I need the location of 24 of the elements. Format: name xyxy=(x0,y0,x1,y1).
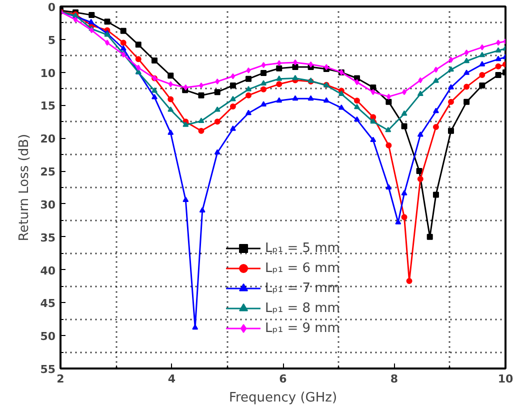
x-tick-label: 4 xyxy=(168,372,176,386)
x-tick-label: 2 xyxy=(56,372,64,386)
x-axis-title: Frequency (GHz) xyxy=(228,390,338,406)
y-tick-label: 25 xyxy=(40,166,56,179)
legend-label: Lₚ₁ = 6 mm xyxy=(265,260,340,277)
legend-label: Lₚ₁ = 9 mm xyxy=(265,320,340,337)
y-tick-label: 35 xyxy=(40,231,56,244)
legend-label: Lₚ₁ = 5 mm xyxy=(265,240,340,257)
x-tick-label: 8 xyxy=(390,372,398,386)
legend-label: Lₚ₁ = 7 mm xyxy=(265,280,340,297)
y-tick-label: 50 xyxy=(40,330,56,344)
y-tick-label: 40 xyxy=(40,264,56,278)
y-axis-title: Return Loss (dB) xyxy=(17,134,32,242)
y-tick-label: 15 xyxy=(40,100,56,113)
legend-label: Lₚ₁ = 8 mm xyxy=(265,300,340,317)
y-tick-label: 10 xyxy=(40,66,56,80)
y-tick-label: 55 xyxy=(40,363,56,376)
x-tick-label: 10 xyxy=(498,372,514,386)
y-tick-label: 5 xyxy=(48,34,56,47)
y-tick-label: 20 xyxy=(40,132,56,146)
x-tick-label: 6 xyxy=(279,372,288,386)
y-tick-label: 30 xyxy=(40,198,56,212)
y-tick-label: 45 xyxy=(40,297,56,310)
y-tick-label: 0 xyxy=(48,1,56,14)
